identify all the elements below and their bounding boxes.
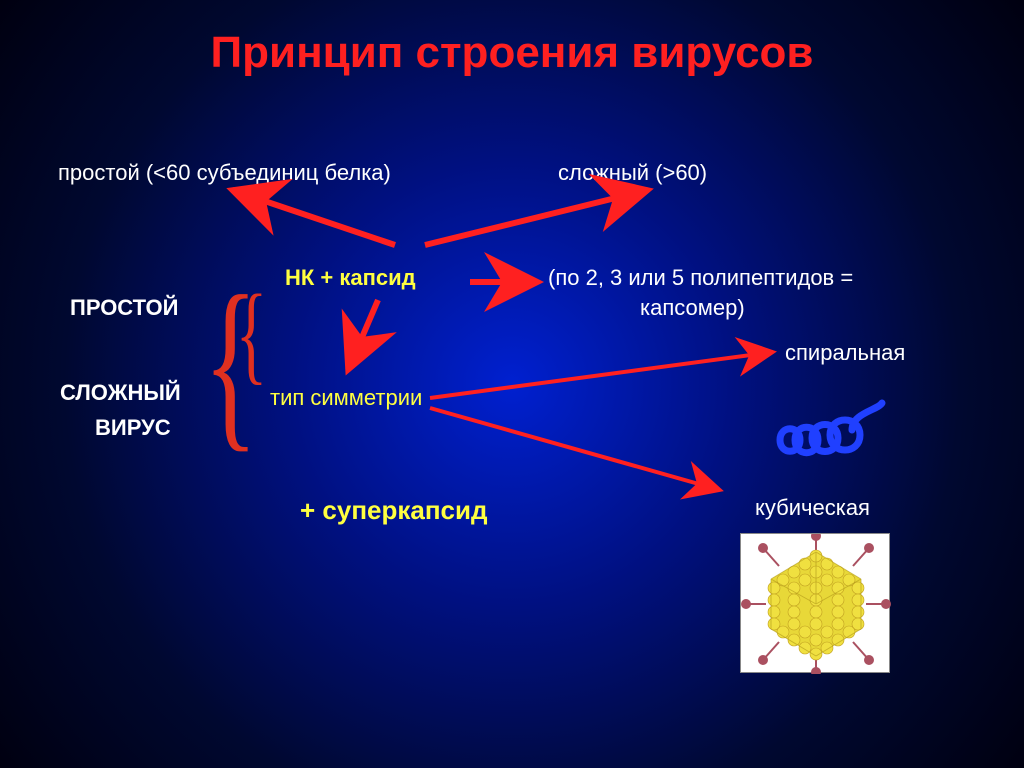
slide-title: Принцип строения вирусов <box>0 28 1024 78</box>
spiral-icon <box>770 385 890 465</box>
label-spiral: спиральная <box>785 340 905 366</box>
label-simple-top: простой (<60 субъединиц белка) <box>58 160 391 186</box>
brace-small: { <box>236 278 268 388</box>
label-complex-top: сложный (>60) <box>558 160 707 186</box>
label-nk-capsid: НК + капсид <box>285 265 416 291</box>
label-capsomer-1: (по 2, 3 или 5 полипептидов = <box>548 265 853 291</box>
label-complex-side: СЛОЖНЫЙ <box>60 380 181 406</box>
label-sym-type: тип симметрии <box>270 385 422 411</box>
label-virus-side: ВИРУС <box>95 415 171 441</box>
virus-cubic-image <box>740 533 890 673</box>
label-supercapsid: + суперкапсид <box>300 495 488 526</box>
label-capsomer-2: капсомер) <box>640 295 745 321</box>
label-simple-side: ПРОСТОЙ <box>70 295 178 321</box>
label-cubic: кубическая <box>755 495 870 521</box>
